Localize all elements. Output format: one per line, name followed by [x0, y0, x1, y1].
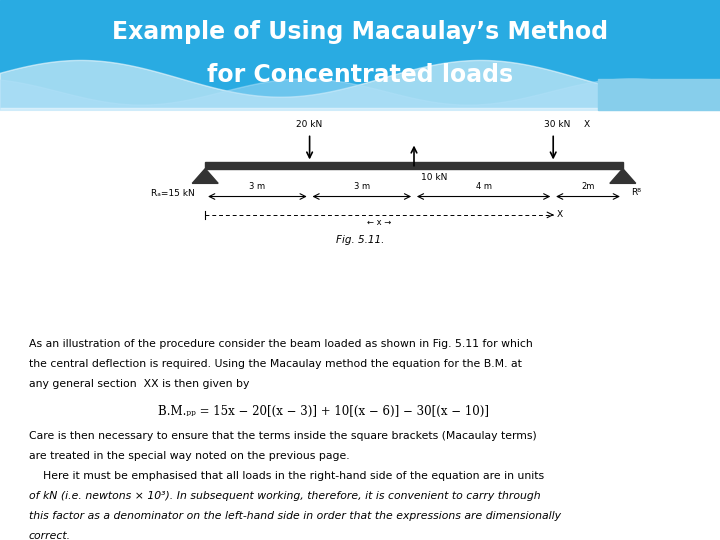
Text: Fig. 5.11.: Fig. 5.11.: [336, 235, 384, 245]
Text: X: X: [557, 211, 563, 219]
Text: Here it must be emphasised that all loads in the right-hand side of the equation: Here it must be emphasised that all load…: [29, 471, 544, 481]
Text: 2m: 2m: [581, 183, 595, 191]
Text: Care is then necessary to ensure that the terms inside the square brackets (Maca: Care is then necessary to ensure that th…: [29, 431, 536, 441]
Bar: [205, 163, 623, 168]
Text: 3 m: 3 m: [249, 183, 266, 191]
Polygon shape: [192, 168, 218, 184]
Text: B.M.ₚₚ = 15x − 20[(x − 3)] + 10[(x − 6)] − 30[(x − 10)]: B.M.ₚₚ = 15x − 20[(x − 3)] + 10[(x − 6)]…: [158, 405, 490, 418]
Text: for Concentrated loads: for Concentrated loads: [207, 63, 513, 87]
Text: ← x →: ← x →: [367, 218, 392, 226]
Text: the central deflection is required. Using the Macaulay method the equation for t: the central deflection is required. Usin…: [29, 359, 522, 369]
Text: 10 kN: 10 kN: [421, 173, 448, 182]
Text: Rᴮ: Rᴮ: [631, 187, 642, 197]
Bar: [0, 0, 720, 107]
Bar: [0, 107, 720, 525]
Text: Rₐ=15 kN: Rₐ=15 kN: [150, 188, 194, 198]
Text: of kN (i.e. newtons × 10³). In subsequent working, therefore, it is convenient t: of kN (i.e. newtons × 10³). In subsequen…: [29, 491, 541, 501]
Text: 4 m: 4 m: [476, 183, 492, 191]
Text: 30 kN: 30 kN: [544, 120, 570, 129]
Text: any general section  XX is then given by: any general section XX is then given by: [29, 379, 249, 389]
Polygon shape: [610, 168, 636, 184]
Text: 20 kN: 20 kN: [297, 120, 323, 129]
Text: As an illustration of the procedure consider the beam loaded as shown in Fig. 5.: As an illustration of the procedure cons…: [29, 339, 533, 349]
Text: this factor as a denominator on the left-hand side in order that the expressions: this factor as a denominator on the left…: [29, 511, 561, 521]
Text: are treated in the special way noted on the previous page.: are treated in the special way noted on …: [29, 451, 349, 461]
Bar: [598, 79, 720, 110]
Text: correct.: correct.: [29, 531, 71, 540]
Text: 3 m: 3 m: [354, 183, 370, 191]
Text: Example of Using Macaulay’s Method: Example of Using Macaulay’s Method: [112, 21, 608, 44]
Text: X: X: [583, 120, 590, 129]
